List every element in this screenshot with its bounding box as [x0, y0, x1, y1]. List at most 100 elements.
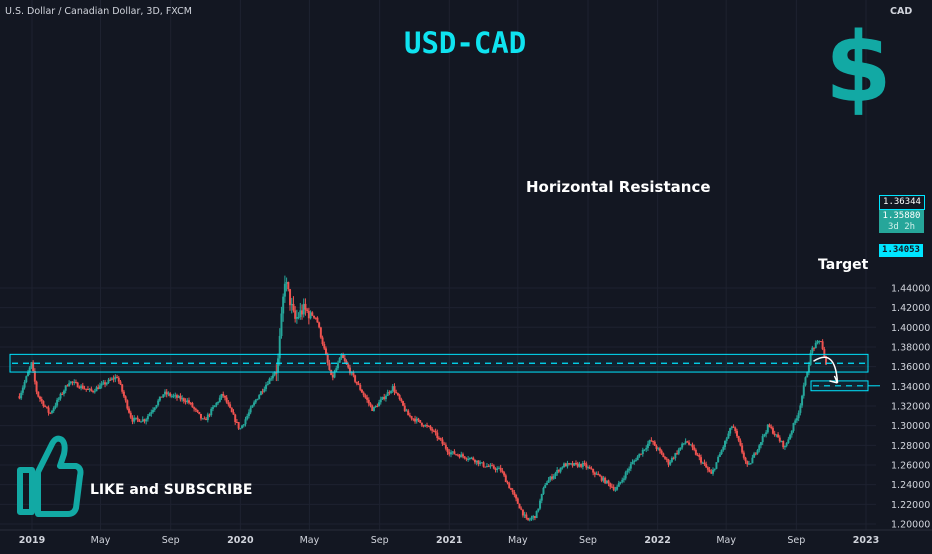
candle-body [246, 415, 249, 420]
resistance-zone [9, 353, 869, 373]
resistance-price-tag: 1.36344 [879, 195, 925, 210]
candle-body [470, 457, 473, 459]
arrow-head [829, 375, 839, 384]
candle-body [50, 410, 53, 413]
candle-body [621, 479, 624, 482]
candle-body [311, 312, 314, 316]
x-tick-label: May [716, 535, 736, 546]
symbol-title[interactable]: U.S. Dollar / Canadian Dollar, 3D, FXCM [5, 6, 192, 17]
candle-body [749, 463, 752, 465]
candle-body [700, 457, 703, 463]
candle-body [172, 395, 175, 397]
candle-body [593, 472, 596, 475]
candle-body [609, 483, 612, 487]
candle-body [684, 441, 687, 444]
candle-body [465, 458, 468, 460]
target-label: Target [818, 257, 869, 273]
candle-body [518, 503, 521, 509]
candle-body [181, 398, 184, 400]
candle-body [21, 387, 24, 393]
candle-body [491, 465, 494, 467]
candle-body [49, 412, 52, 414]
candle-body [598, 475, 601, 477]
candle-body [521, 509, 524, 516]
candle-body [37, 391, 40, 397]
candle-body [802, 385, 805, 396]
candle-body [328, 362, 331, 370]
x-tick-label: 2019 [19, 535, 45, 546]
candle-body [335, 368, 338, 372]
candle-body [674, 453, 677, 459]
candle-body [422, 425, 425, 427]
candle-body [477, 460, 480, 465]
candle-body [302, 303, 305, 315]
candle-body [516, 498, 519, 504]
candle-body [71, 381, 74, 383]
candle-body [730, 426, 733, 429]
y-tick-label: 1.40000 [891, 323, 930, 334]
candle-body [667, 459, 670, 465]
candle-body [624, 472, 627, 479]
candle-body [179, 395, 182, 400]
y-axis[interactable]: 1.20000 1.22000 1.24000 1.26000 1.28000 1.300… [891, 283, 930, 530]
candle-body [270, 378, 273, 380]
candle-body [713, 468, 716, 470]
dollar-sign-icon: $ [825, 12, 892, 124]
candle-body [694, 449, 697, 455]
candle-body [384, 396, 387, 400]
current-price-tag: 1.35880 [879, 210, 924, 222]
candle-body [436, 432, 439, 439]
candle-body [482, 462, 485, 467]
candle-body [612, 486, 615, 490]
candle-body [381, 396, 384, 400]
candle-body [215, 402, 218, 406]
candle-body [547, 479, 550, 483]
candle-body [277, 358, 280, 373]
candle-body [515, 495, 518, 499]
candles [18, 275, 828, 522]
candle-body [617, 483, 620, 487]
candle-body [95, 387, 98, 392]
candle-body [294, 310, 297, 319]
candle-body [104, 382, 107, 385]
candle-body [289, 289, 292, 306]
candle-body [174, 395, 177, 397]
candle-body [622, 478, 625, 480]
candle-body [150, 412, 153, 414]
candle-body [340, 354, 343, 358]
candle-body [523, 514, 526, 516]
candle-body [737, 436, 740, 441]
candle-body [431, 428, 434, 431]
candle-body [371, 405, 374, 411]
candle-body [400, 399, 403, 402]
candle-body [590, 468, 593, 470]
candle-body [689, 444, 692, 446]
candle-body [480, 462, 483, 464]
candle-body [33, 370, 36, 382]
candle-body [439, 438, 442, 440]
candle-body [665, 458, 668, 460]
candle-body [473, 459, 476, 463]
candle-body [787, 439, 790, 444]
candle-body [552, 476, 555, 479]
candle-body [540, 493, 543, 501]
candle-body [573, 462, 576, 466]
candle-body [578, 463, 581, 467]
projection-arrow [813, 356, 839, 383]
candle-body [434, 430, 437, 433]
x-axis[interactable]: 2019 May Sep 2020 May Sep 2021 May Sep 2022 May Sep… [0, 529, 932, 546]
candle-body [643, 449, 646, 451]
candle-body [297, 316, 300, 318]
x-tick-label: Sep [579, 535, 597, 546]
candle-body [484, 466, 487, 468]
candle-body [652, 441, 655, 443]
candle-body [424, 425, 427, 427]
candle-body [326, 354, 329, 363]
candle-body [607, 480, 610, 484]
candle-body [386, 392, 389, 397]
candle-body [229, 404, 232, 408]
candle-body [119, 381, 122, 385]
candle-body [239, 428, 242, 430]
